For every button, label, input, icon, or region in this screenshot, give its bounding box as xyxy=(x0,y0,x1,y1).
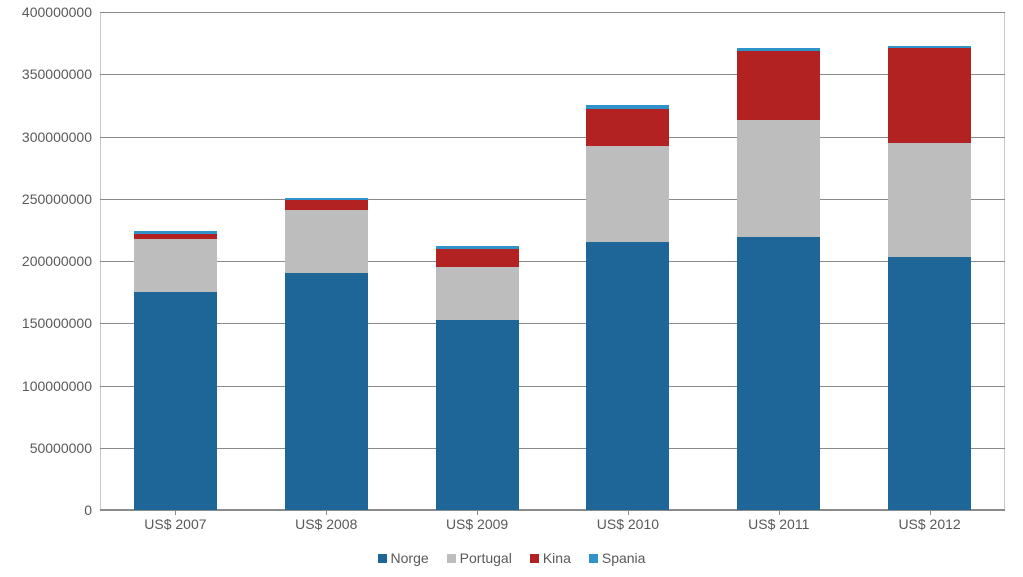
bar-segment-norge xyxy=(737,237,820,510)
bar-segment-kina xyxy=(737,51,820,121)
x-tick-mark xyxy=(175,510,176,515)
bar-segment-kina xyxy=(586,109,669,146)
x-tick-mark xyxy=(477,510,478,515)
bar-segment-spania xyxy=(586,105,669,109)
bar-segment-norge xyxy=(586,242,669,510)
bar-segment-kina xyxy=(436,249,519,268)
legend-swatch xyxy=(589,554,598,563)
plot-area: 0500000001000000001500000002000000002500… xyxy=(100,12,1005,510)
gridline xyxy=(100,12,1005,13)
legend-swatch xyxy=(378,554,387,563)
legend-label: Portugal xyxy=(460,550,512,566)
bar-segment-kina xyxy=(888,48,971,143)
chart-container: 0 50000000 100000000 150000000 200000000 2500… xyxy=(0,0,1023,577)
legend-label: Norge xyxy=(391,550,429,566)
y-tick-label: 0 xyxy=(84,502,100,518)
legend-label: Spania xyxy=(602,550,646,566)
y-tick-label: 250000000 xyxy=(22,191,100,207)
y-tick-label: 300000000 xyxy=(22,129,100,145)
legend-item-spania: Spania xyxy=(589,550,646,566)
legend-item-portugal: Portugal xyxy=(447,550,512,566)
y-tick-label: 400000000 xyxy=(22,4,100,20)
bar-group xyxy=(134,12,217,510)
legend-swatch xyxy=(530,554,539,563)
legend: Norge Portugal Kina Spania xyxy=(0,550,1023,566)
bar-group xyxy=(285,12,368,510)
legend-item-kina: Kina xyxy=(530,550,571,566)
bar-segment-spania xyxy=(888,46,971,48)
bar-group xyxy=(737,12,820,510)
x-tick-mark xyxy=(779,510,780,515)
gridline xyxy=(100,448,1005,449)
legend-swatch xyxy=(447,554,456,563)
bar-segment-portugal xyxy=(134,239,217,293)
bar-segment-kina xyxy=(134,234,217,239)
y-tick-label: 350000000 xyxy=(22,66,100,82)
bar-segment-norge xyxy=(134,292,217,510)
x-tick-mark xyxy=(628,510,629,515)
bar-group xyxy=(888,12,971,510)
bar-segment-spania xyxy=(436,246,519,248)
y-tick-label: 150000000 xyxy=(22,315,100,331)
bar-segment-kina xyxy=(285,200,368,210)
bar-segment-portugal xyxy=(285,210,368,273)
y-tick-label: 200000000 xyxy=(22,253,100,269)
gridline xyxy=(100,199,1005,200)
y-tick-label: 100000000 xyxy=(22,378,100,394)
x-tick-mark xyxy=(326,510,327,515)
bar-segment-norge xyxy=(436,320,519,510)
gridline xyxy=(100,386,1005,387)
legend-item-norge: Norge xyxy=(378,550,429,566)
bar-segment-portugal xyxy=(888,143,971,258)
y-tick-label: 50000000 xyxy=(30,440,100,456)
bar-segment-norge xyxy=(888,257,971,510)
gridline xyxy=(100,261,1005,262)
bar-segment-portugal xyxy=(586,146,669,242)
bar-segment-spania xyxy=(134,231,217,233)
bar-segment-norge xyxy=(285,273,368,510)
bar-segment-portugal xyxy=(737,120,820,237)
bar-segment-portugal xyxy=(436,267,519,319)
bar-segment-spania xyxy=(285,198,368,200)
x-axis-line xyxy=(100,509,1005,510)
gridline xyxy=(100,510,1005,511)
x-tick-mark xyxy=(930,510,931,515)
gridline xyxy=(100,137,1005,138)
legend-label: Kina xyxy=(543,550,571,566)
gridline xyxy=(100,323,1005,324)
bar-group xyxy=(586,12,669,510)
bar-segment-spania xyxy=(737,48,820,50)
gridline xyxy=(100,74,1005,75)
bar-group xyxy=(436,12,519,510)
